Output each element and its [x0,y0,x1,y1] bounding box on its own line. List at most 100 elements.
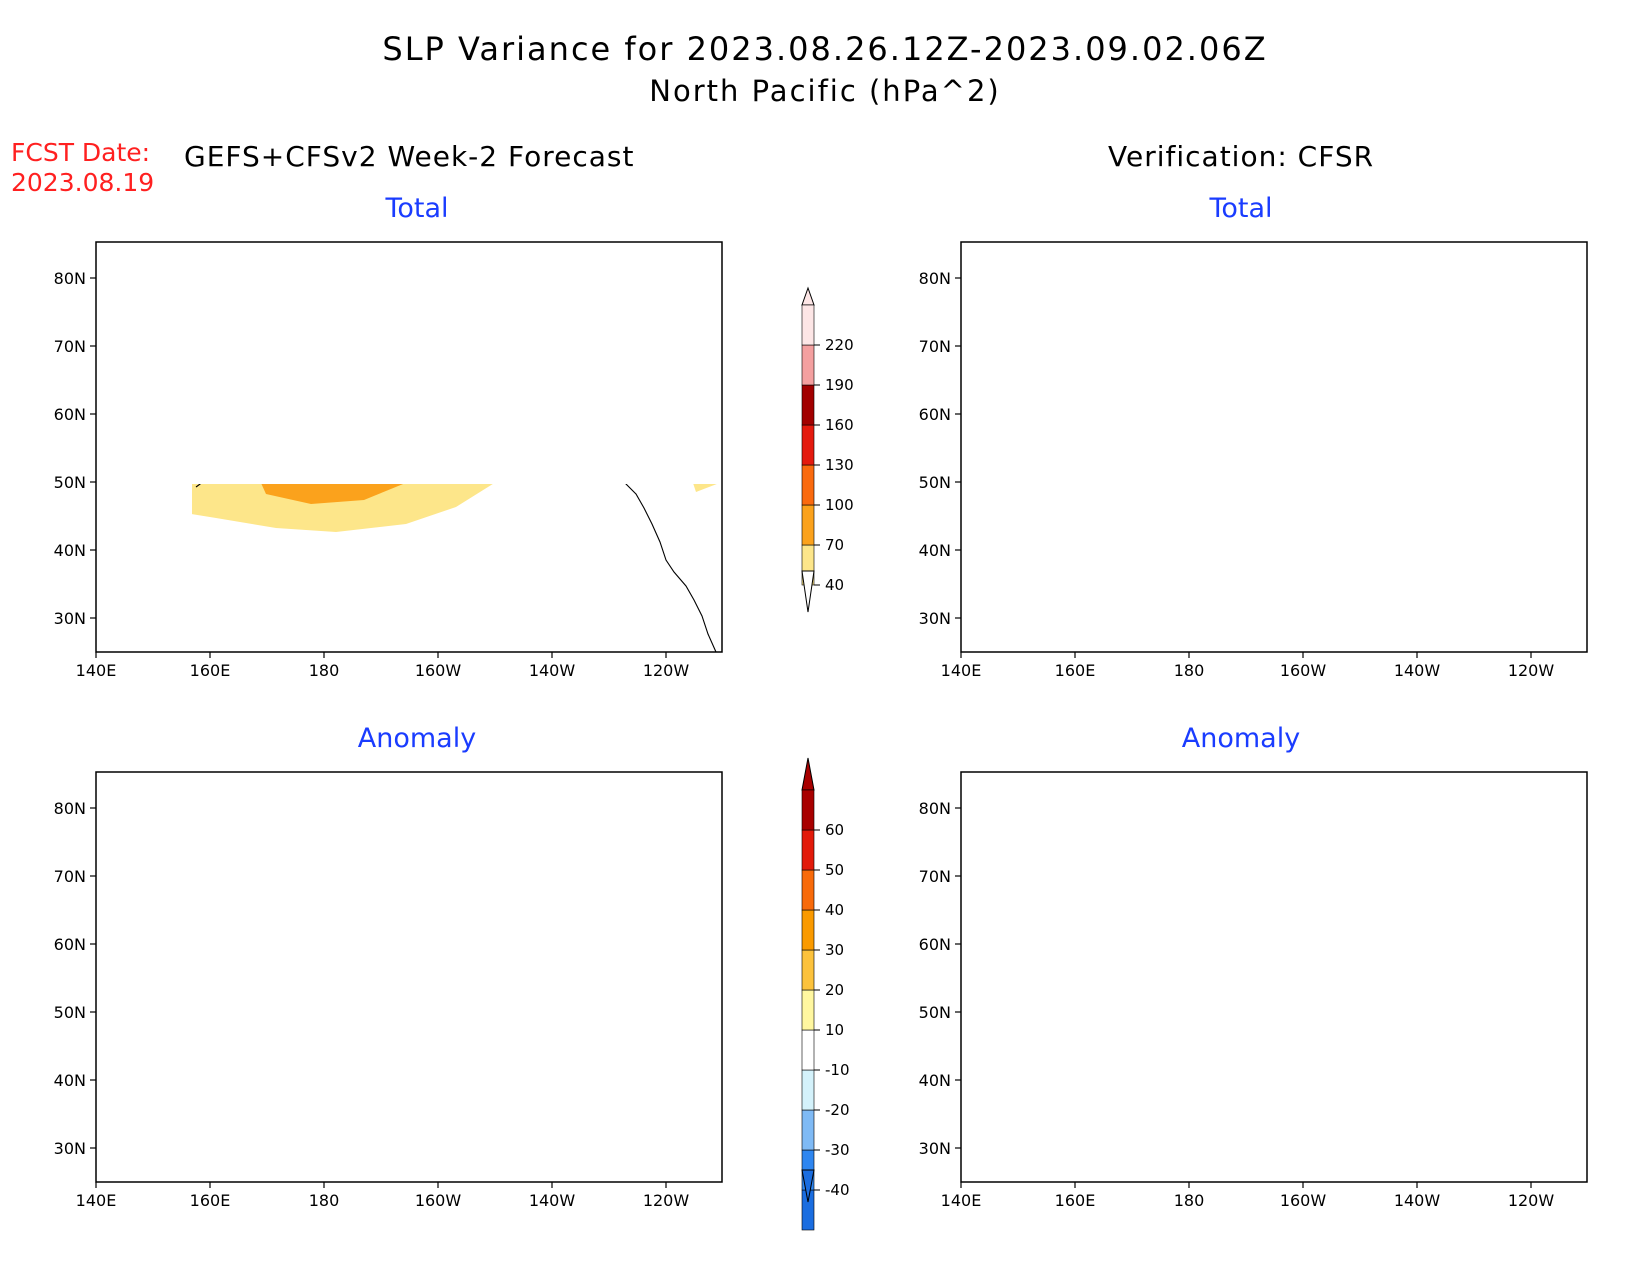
colorbar-anomaly-label: 40 [825,901,844,919]
colorbar-total-label: 160 [825,416,854,434]
colorbar-anomaly-label: 50 [825,861,844,879]
colorbar-total-bottom-arrow [801,570,815,613]
lat-tick-label: 30N [919,1139,951,1158]
lat-tick-label: 60N [919,935,951,954]
lat-tick-label: 80N [919,269,951,288]
colorbar-total-swatch [801,504,815,546]
map-verification-anomaly [954,771,1588,1189]
colorbar-total-top-arrow [801,286,815,306]
colorbar-anomaly-label: -10 [825,1061,850,1079]
lat-tick-label: 40N [919,1071,951,1090]
lon-tick-label: 120W [643,1191,690,1210]
lon-tick-label: 140W [1394,661,1441,680]
lat-tick-label: 40N [54,1071,86,1090]
colorbar-anomaly-swatch [801,949,815,991]
lon-tick-label: 120W [643,661,690,680]
colorbar-anomaly-label: -40 [825,1181,850,1199]
lon-tick-label: 160W [1280,1191,1327,1210]
colorbar-total-swatch [801,304,815,346]
colorbar-total-label: 40 [825,576,844,594]
colorbar-anomaly-label: 30 [825,941,844,959]
lat-tick-label: 30N [54,1139,86,1158]
lon-tick-label: 160E [1055,661,1096,680]
lon-tick-label: 140E [941,1191,982,1210]
lat-tick-label: 80N [54,269,86,288]
colorbar-anomaly-swatch [801,1109,815,1151]
lon-tick-label: 180 [309,661,340,680]
lon-tick-label: 140E [76,661,117,680]
lat-tick-label: 50N [54,1003,86,1022]
lat-tick-label: 60N [919,405,951,424]
lat-tick-label: 30N [54,609,86,628]
lat-tick-label: 50N [919,473,951,492]
lon-tick-label: 140E [76,1191,117,1210]
colorbar-total-label: 220 [825,336,854,354]
lon-tick-label: 180 [1174,661,1205,680]
colorbar-anomaly-swatch [801,869,815,911]
lon-tick-label: 140W [529,661,576,680]
colorbar-anomaly-top-arrow [801,757,815,791]
colorbar-total-label: 190 [825,376,854,394]
lat-tick-label: 40N [54,541,86,560]
lat-tick-label: 70N [919,337,951,356]
figure-subtitle: North Pacific (hPa^2) [649,74,1001,108]
forecast-date-label: FCST Date: [11,138,151,167]
lon-tick-label: 140W [1394,1191,1441,1210]
verification-total-title: Total [1209,193,1273,224]
lat-tick-label: 70N [919,867,951,886]
lat-tick-label: 30N [919,609,951,628]
lon-tick-label: 140W [529,1191,576,1210]
colorbar-anomaly-swatch [801,989,815,1031]
lon-tick-label: 160E [1055,1191,1096,1210]
colorbar-anomaly-swatch [801,1029,815,1071]
lat-tick-label: 70N [54,337,86,356]
lon-tick-label: 140E [941,661,982,680]
colorbar-total: 40 70 100 130 160 190 220 [801,286,854,613]
map-forecast-total [89,241,723,659]
colorbar-anomaly-label: 60 [825,821,844,839]
colorbar-anomaly-label: 20 [825,981,844,999]
lat-tick-label: 60N [54,405,86,424]
colorbar-total-label: 100 [825,496,854,514]
forecast-date-value: 2023.08.19 [11,168,155,197]
colorbar-total-swatch [801,464,815,506]
colorbar-anomaly-label: 10 [825,1021,844,1039]
lat-tick-label: 70N [54,867,86,886]
colorbar-anomaly-swatch [801,789,815,831]
contour-fill-verification-anomaly [961,772,1587,1154]
colorbar-total-label: 130 [825,456,854,474]
lon-tick-label: 180 [309,1191,340,1210]
contour-fill-forecast-total [192,484,717,532]
map-verification-total [954,241,1588,659]
colorbar-total-swatch [801,344,815,386]
figure-title: SLP Variance for 2023.08.26.12Z-2023.09.… [382,30,1268,68]
lon-tick-label: 180 [1174,1191,1205,1210]
contour-fill-verification-total [961,290,1587,576]
lon-tick-label: 120W [1508,661,1555,680]
map-forecast-anomaly [89,771,723,1189]
lon-tick-label: 160W [1280,661,1327,680]
colorbar-anomaly-swatch [801,909,815,951]
lat-tick-label: 80N [919,799,951,818]
forecast-anomaly-title: Anomaly [357,723,477,754]
lon-tick-label: 160E [190,1191,231,1210]
contour-fill-forecast-anomaly [96,844,606,1048]
forecast-total-title: Total [385,193,449,224]
lon-tick-label: 160E [190,661,231,680]
colorbar-anomaly-swatch [801,1069,815,1111]
colorbar-anomaly-bottom-arrow [801,1169,815,1203]
lon-tick-label: 160W [415,661,462,680]
verification-header: Verification: CFSR [1108,140,1375,173]
lat-tick-label: 80N [54,799,86,818]
verification-anomaly-title: Anomaly [1181,723,1301,754]
lat-tick-label: 50N [54,473,86,492]
lon-tick-label: 160W [415,1191,462,1210]
colorbar-anomaly-label: -30 [825,1141,850,1159]
lat-tick-label: 40N [919,541,951,560]
lat-tick-label: 50N [919,1003,951,1022]
lat-tick-label: 60N [54,935,86,954]
lon-tick-label: 120W [1508,1191,1555,1210]
colorbar-total-swatch [801,424,815,466]
colorbar-total-label: 70 [825,536,844,554]
